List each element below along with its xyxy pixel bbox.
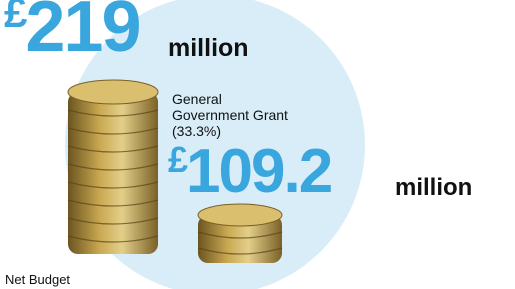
amount: 109.2 bbox=[186, 137, 331, 206]
coin-stack-large bbox=[68, 80, 158, 254]
currency: £ bbox=[4, 0, 25, 36]
headline-amount: £219 bbox=[4, 0, 140, 68]
headline-unit: million bbox=[168, 34, 249, 63]
footer-label: Net Budget bbox=[5, 272, 70, 287]
infographic: £219 million General Government Grant (3… bbox=[0, 0, 515, 289]
coin-stack-small bbox=[198, 204, 282, 263]
amount: 219 bbox=[25, 0, 139, 67]
grant-label: General Government Grant (33.3%) bbox=[172, 91, 292, 139]
currency: £ bbox=[168, 139, 186, 180]
grant-amount: £109.2 bbox=[168, 136, 331, 207]
grant-unit: million bbox=[395, 174, 472, 202]
